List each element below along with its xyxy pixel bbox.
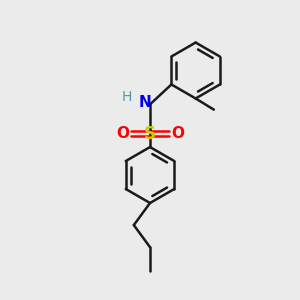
- Text: H: H: [122, 90, 132, 104]
- Text: O: O: [116, 126, 129, 141]
- Text: O: O: [171, 126, 184, 141]
- Text: S: S: [144, 125, 156, 143]
- Text: N: N: [138, 95, 151, 110]
